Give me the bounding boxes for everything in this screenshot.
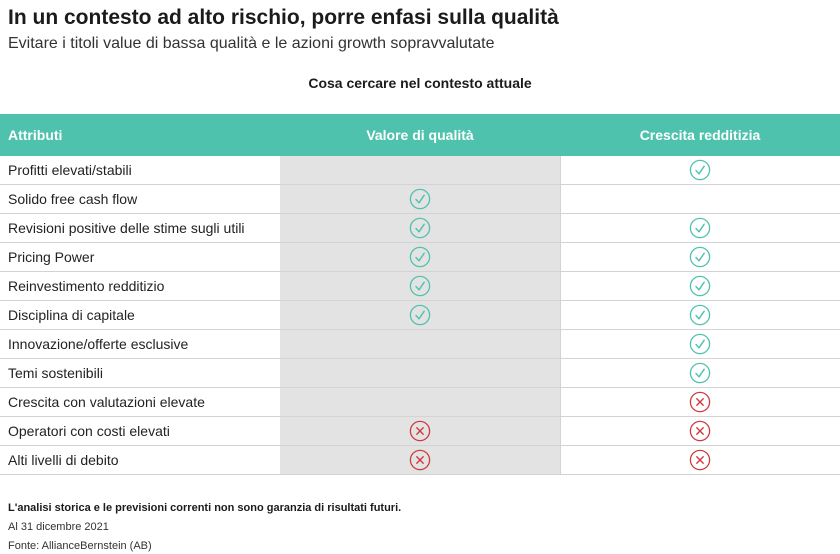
quality-cell	[280, 242, 561, 272]
header-quality-value: Valore di qualità	[280, 114, 560, 156]
table-row: Alti livelli di debito	[0, 445, 840, 475]
attribute-label: Disciplina di capitale	[0, 300, 280, 330]
attribute-label: Temi sostenibili	[0, 358, 280, 388]
check-icon	[689, 217, 711, 239]
growth-cell	[560, 242, 840, 272]
check-icon	[689, 333, 711, 355]
growth-cell	[560, 184, 840, 214]
check-icon	[689, 159, 711, 181]
check-icon	[409, 217, 431, 239]
attribute-label: Reinvestimento redditizio	[0, 271, 280, 301]
quality-cell	[280, 184, 561, 214]
quality-cell	[280, 416, 561, 446]
page-subtitle: Evitare i titoli value di bassa qualità …	[8, 35, 495, 52]
table-row: Solido free cash flow	[0, 184, 840, 214]
header-profitable-growth: Crescita redditizia	[560, 114, 840, 156]
cross-icon	[409, 449, 431, 471]
attribute-label: Alti livelli di debito	[0, 445, 280, 475]
attribute-label: Crescita con valutazioni elevate	[0, 387, 280, 417]
section-title: Cosa cercare nel contesto attuale	[308, 75, 532, 91]
growth-cell	[560, 329, 840, 359]
cross-icon	[689, 449, 711, 471]
growth-cell	[560, 416, 840, 446]
growth-cell	[560, 387, 840, 417]
check-icon	[409, 246, 431, 268]
table-row: Innovazione/offerte esclusive	[0, 329, 840, 359]
source-note: Fonte: AllianceBernstein (AB)	[8, 540, 152, 552]
disclaimer-note: L'analisi storica e le previsioni corren…	[8, 502, 402, 514]
growth-cell	[560, 213, 840, 243]
quality-cell	[280, 300, 561, 330]
check-icon	[409, 304, 431, 326]
cross-icon	[689, 420, 711, 442]
quality-cell	[280, 156, 561, 185]
quality-cell	[280, 445, 561, 475]
growth-cell	[560, 300, 840, 330]
attribute-label: Innovazione/offerte esclusive	[0, 329, 280, 359]
attribute-label: Revisioni positive delle stime sugli uti…	[0, 213, 280, 243]
table-header-row: Attributi Valore di qualità Crescita red…	[0, 114, 840, 156]
table-row: Reinvestimento redditizio	[0, 271, 840, 301]
cross-icon	[409, 420, 431, 442]
check-icon	[689, 246, 711, 268]
header-attributes: Attributi	[0, 114, 280, 156]
check-icon	[689, 275, 711, 297]
quality-cell	[280, 358, 561, 388]
growth-cell	[560, 358, 840, 388]
check-icon	[409, 275, 431, 297]
table-row: Disciplina di capitale	[0, 300, 840, 330]
cross-icon	[689, 391, 711, 413]
attribute-label: Pricing Power	[0, 242, 280, 272]
table-row: Operatori con costi elevati	[0, 416, 840, 446]
table-row: Temi sostenibili	[0, 358, 840, 388]
table-body: Profitti elevati/stabili Solido free cash…	[0, 156, 840, 475]
table-row: Crescita con valutazioni elevate	[0, 387, 840, 417]
attribute-label: Profitti elevati/stabili	[0, 156, 280, 185]
quality-cell	[280, 271, 561, 301]
table-row: Revisioni positive delle stime sugli uti…	[0, 213, 840, 243]
growth-cell	[560, 156, 840, 185]
growth-cell	[560, 271, 840, 301]
check-icon	[689, 362, 711, 384]
table-row: Profitti elevati/stabili	[0, 156, 840, 185]
check-icon	[689, 304, 711, 326]
quality-cell	[280, 387, 561, 417]
attributes-table: Attributi Valore di qualità Crescita red…	[0, 114, 840, 475]
check-icon	[409, 188, 431, 210]
page-title: In un contesto ad alto rischio, porre en…	[8, 6, 559, 29]
quality-cell	[280, 329, 561, 359]
table-row: Pricing Power	[0, 242, 840, 272]
date-note: Al 31 dicembre 2021	[8, 521, 109, 533]
attribute-label: Solido free cash flow	[0, 184, 280, 214]
attribute-label: Operatori con costi elevati	[0, 416, 280, 446]
growth-cell	[560, 445, 840, 475]
quality-cell	[280, 213, 561, 243]
